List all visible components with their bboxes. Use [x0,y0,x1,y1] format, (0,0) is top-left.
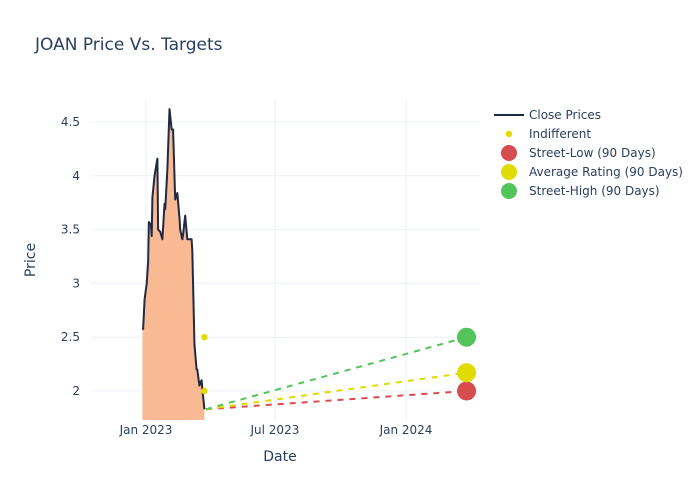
legend-item: Street-Low (90 Days) [501,145,656,161]
y-tick-label: 4 [72,169,80,183]
y-tick-label: 4.5 [61,115,80,129]
y-tick-label: 2 [72,384,80,398]
x-axis-title: Date [263,449,296,465]
legend-item: Indifferent [505,127,591,141]
legend-dot-icon [505,130,513,138]
target-marker [457,381,477,401]
legend-circle-icon [501,183,517,199]
legend-item: Street-High (90 Days) [501,183,660,199]
legend-label: Street-Low (90 Days) [529,146,656,160]
legend-label: Street-High (90 Days) [529,184,660,198]
legend-item: Average Rating (90 Days) [501,164,683,180]
y-axis-ticks: 2 2.5 3 3.5 4 4.5 [61,115,80,398]
y-tick-label: 3.5 [61,223,80,237]
x-axis-ticks: Jan 2023 Jul 2023 Jan 2024 [119,423,433,437]
x-tick-label: Jan 2024 [379,423,433,437]
y-tick-label: 3 [72,276,80,290]
legend-circle-icon [501,145,517,161]
close-price-area [142,109,205,420]
y-tick-label: 2.5 [61,330,80,344]
legend-item: Close Prices [494,108,601,122]
x-tick-label: Jul 2023 [250,423,300,437]
indifferent-marker [201,387,208,395]
legend-label: Indifferent [529,127,591,141]
target-trend-line [205,390,467,411]
target-trend-line [205,371,467,411]
chart-title: JOAN Price Vs. Targets [34,35,223,55]
target-marker [457,327,477,347]
x-tick-label: Jan 2023 [119,423,173,437]
legend-circle-icon [501,164,517,180]
legend-label: Close Prices [529,108,601,122]
target-trend-line [205,336,467,411]
plot-area [141,108,477,420]
indifferent-marker [201,334,208,341]
target-marker [457,363,477,383]
close-price-line [141,108,206,410]
legend: Close Prices Indifferent Street-Low (90 Da… [494,108,683,199]
y-axis-title: Price [23,243,39,277]
legend-label: Average Rating (90 Days) [529,165,683,179]
